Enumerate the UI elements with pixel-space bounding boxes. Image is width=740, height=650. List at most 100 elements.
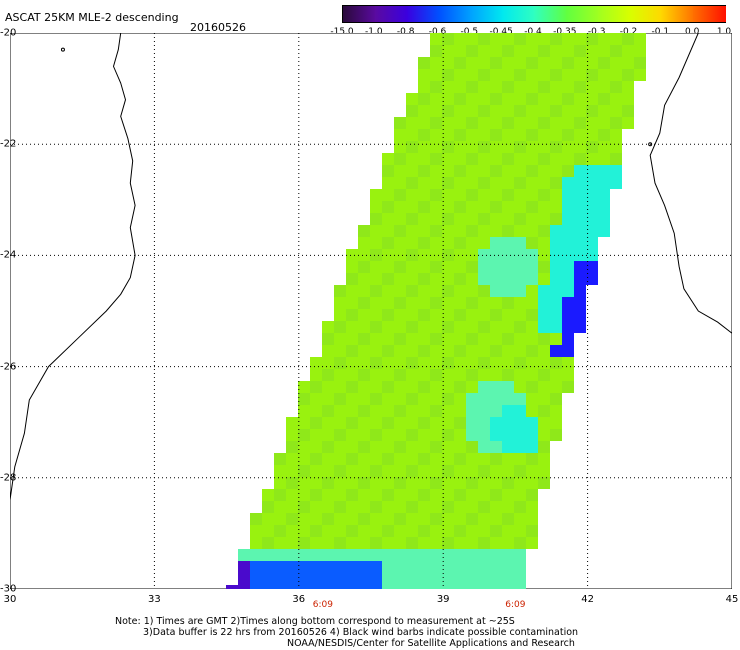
swath-cell <box>346 477 358 489</box>
swath-cell <box>526 345 538 357</box>
swath-cell <box>526 417 538 429</box>
swath-cell <box>514 129 526 141</box>
product-title: ASCAT 25KM MLE-2 descending <box>5 11 179 24</box>
swath-cell <box>358 237 370 249</box>
swath-cell <box>598 33 610 45</box>
swath-cell <box>490 213 502 225</box>
swath-cell <box>430 117 442 129</box>
swath-cell <box>502 441 514 453</box>
swath-cell <box>334 525 346 537</box>
swath-cell <box>598 57 610 69</box>
swath-cell <box>538 213 550 225</box>
swath-cell <box>502 129 514 141</box>
swath-cell <box>598 141 610 153</box>
swath-cell <box>538 381 550 393</box>
colorbar-tick-label: -0.8 <box>396 27 415 37</box>
swath-cell <box>346 417 358 429</box>
swath-cell <box>526 165 538 177</box>
swath-cell <box>430 393 442 405</box>
swath-cell <box>334 285 346 297</box>
swath-cell <box>430 333 442 345</box>
swath-cell <box>466 261 478 273</box>
swath-cell <box>526 141 538 153</box>
swath-cell <box>430 141 442 153</box>
swath-cell <box>310 525 322 537</box>
swath-cell <box>478 129 490 141</box>
swath-cell <box>382 213 394 225</box>
swath-cell <box>334 333 346 345</box>
swath-cell <box>502 573 514 585</box>
swath-cell <box>538 465 550 477</box>
swath-cell <box>550 321 562 333</box>
swath-cell <box>574 309 586 321</box>
swath-cell <box>334 429 346 441</box>
swath-cell <box>526 513 538 525</box>
swath-cell <box>514 201 526 213</box>
swath-cell <box>418 309 430 321</box>
swath-cell <box>346 249 358 261</box>
swath-cell <box>526 309 538 321</box>
swath-cell <box>478 561 490 573</box>
swath-cell <box>502 273 514 285</box>
swath-cell <box>502 297 514 309</box>
swath-cell <box>418 225 430 237</box>
swath-cell <box>454 213 466 225</box>
swath-cell <box>550 297 562 309</box>
swath-cell <box>334 573 346 585</box>
swath-cell <box>502 525 514 537</box>
swath-cell <box>454 561 466 573</box>
swath-cell <box>286 465 298 477</box>
swath-cell <box>550 369 562 381</box>
swath-cell <box>490 105 502 117</box>
swath-cell <box>298 573 310 585</box>
swath-cell <box>286 549 298 561</box>
swath-cell <box>538 201 550 213</box>
swath-cell <box>490 189 502 201</box>
swath-cell <box>478 225 490 237</box>
swath-cell <box>418 189 430 201</box>
swath-cell <box>322 417 334 429</box>
swath-cell <box>562 321 574 333</box>
swath-cell <box>346 357 358 369</box>
swath-cell <box>622 57 634 69</box>
swath-cell <box>406 153 418 165</box>
swath-cell <box>442 489 454 501</box>
swath-cell <box>262 525 274 537</box>
swath-cell <box>514 153 526 165</box>
swath-cell <box>454 333 466 345</box>
swath-cell <box>514 297 526 309</box>
swath-cell <box>346 273 358 285</box>
swath-cell <box>454 549 466 561</box>
swath-cell <box>502 201 514 213</box>
swath-cell <box>586 237 598 249</box>
swath-cell <box>550 333 562 345</box>
swath-cell <box>382 357 394 369</box>
swath-cell <box>478 237 490 249</box>
map-plot <box>10 33 732 589</box>
swath-cell <box>454 285 466 297</box>
swath-cell <box>394 585 406 589</box>
swath-cell <box>430 57 442 69</box>
swath-cell <box>370 417 382 429</box>
swath-cell <box>394 117 406 129</box>
swath-cell <box>394 549 406 561</box>
swath-cell <box>598 153 610 165</box>
swath-cell <box>586 57 598 69</box>
swath-cell <box>586 45 598 57</box>
swath-cell <box>598 225 610 237</box>
swath-cell <box>574 261 586 273</box>
swath-cell <box>238 561 250 573</box>
swath-cell <box>358 225 370 237</box>
swath-cell <box>526 525 538 537</box>
swath-cell <box>490 453 502 465</box>
swath-cell <box>550 381 562 393</box>
swath-cell <box>298 393 310 405</box>
swath-cell <box>370 189 382 201</box>
swath-cell <box>406 225 418 237</box>
swath-cell <box>550 105 562 117</box>
swath-cell <box>382 417 394 429</box>
colorbar-segment <box>470 6 504 22</box>
colorbar-tick-label: -15.0 <box>330 27 354 37</box>
swath-cell <box>466 57 478 69</box>
colorbar-tick-label: -0.1 <box>651 27 670 37</box>
